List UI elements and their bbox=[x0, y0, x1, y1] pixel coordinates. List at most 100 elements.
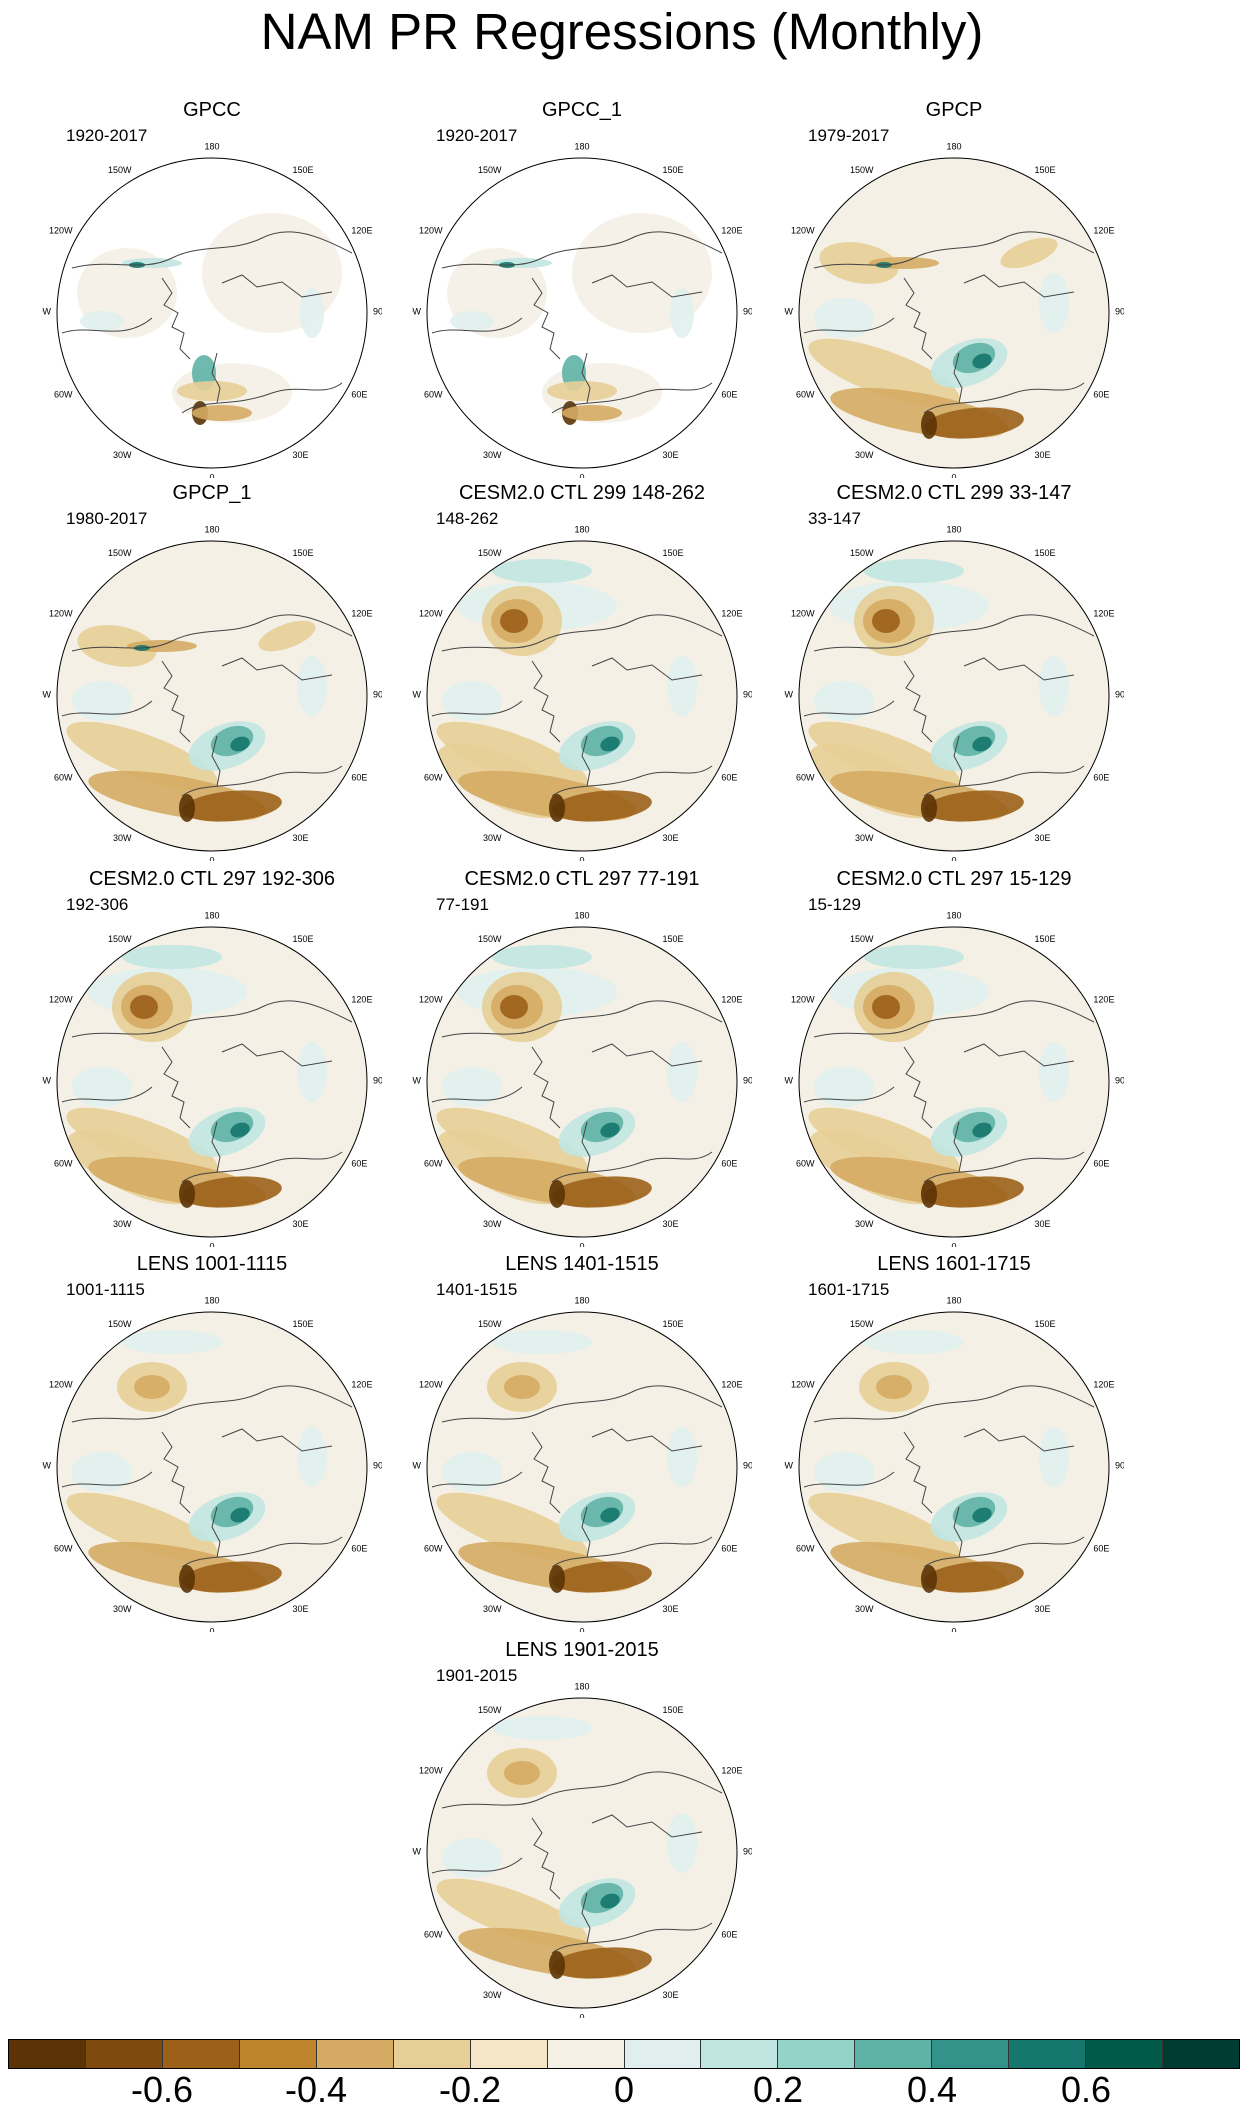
panel-title: GPCC_1 bbox=[541, 99, 623, 121]
tick-label-90w: 90W bbox=[784, 1076, 793, 1086]
tick-label-60e: 60E bbox=[721, 1544, 737, 1554]
polar-map: 180 150E 120E 90E 60E 30E 0 30W 60W 90W 120W 150W bbox=[784, 911, 1124, 1247]
tick-label-150e: 150E bbox=[293, 934, 314, 944]
anomaly-field bbox=[431, 559, 723, 822]
tick-label-30w: 30W bbox=[113, 1604, 132, 1614]
tick-label-120w: 120W bbox=[791, 225, 815, 235]
tick-label-60w: 60W bbox=[54, 390, 73, 400]
tick-label-90e: 90E bbox=[373, 690, 382, 700]
map-panel: 180 150E 120E 90E 60E 30E 0 30W 60W 90W 120W 150W LE… bbox=[784, 1252, 1124, 1637]
tick-label-60e: 60E bbox=[1093, 1159, 1109, 1169]
anomaly-field bbox=[803, 1330, 1095, 1593]
colorbar: -0.6 -0.4 -0.2 0 0.2 0.4 0.6 bbox=[8, 2039, 1240, 2110]
tick-label-0: 0 bbox=[209, 1241, 214, 1247]
tick-label-180: 180 bbox=[946, 1296, 961, 1306]
panel-title: CESM2.0 CTL 297 192-306 bbox=[88, 868, 336, 890]
tick-label-180: 180 bbox=[204, 525, 219, 535]
tick-label-150w: 150W bbox=[478, 1705, 502, 1715]
map-panel: 180 150E 120E 90E 60E 30E 0 30W 60W 90W 120W 150W GP… bbox=[42, 98, 382, 483]
tick-label-120w: 120W bbox=[419, 1765, 443, 1775]
colorbar-swatch bbox=[393, 2040, 471, 2068]
tick-label-90w: 90W bbox=[412, 1847, 421, 1857]
tick-label-90e: 90E bbox=[743, 690, 752, 700]
anomaly-field bbox=[431, 1330, 723, 1593]
map-panel: 180 150E 120E 90E 60E 30E 0 30W 60W 90W 120W 150W LE… bbox=[412, 1638, 752, 2023]
tick-label-30w: 30W bbox=[483, 450, 502, 460]
tick-label-0: 0 bbox=[579, 1626, 584, 1632]
anomaly-field bbox=[803, 231, 1095, 439]
colorbar-swatch bbox=[701, 2040, 779, 2068]
colorbar-label: 0.2 bbox=[752, 2069, 804, 2110]
panel-title: GPCP_1 bbox=[172, 482, 252, 504]
tick-label-60w: 60W bbox=[424, 1159, 443, 1169]
tick-label-90e: 90E bbox=[373, 1076, 382, 1086]
tick-label-120w: 120W bbox=[49, 225, 73, 235]
tick-label-90w: 90W bbox=[412, 1076, 421, 1086]
panel-period: 1980-2017 bbox=[66, 509, 148, 528]
tick-label-90w: 90W bbox=[42, 1461, 51, 1471]
tick-label-120e: 120E bbox=[721, 1765, 742, 1775]
colorbar-swatch bbox=[1009, 2040, 1087, 2068]
colorbar-swatch bbox=[547, 2040, 625, 2068]
tick-label-120e: 120E bbox=[721, 608, 742, 618]
tick-label-150w: 150W bbox=[850, 548, 874, 558]
tick-label-0: 0 bbox=[209, 855, 214, 861]
tick-label-120e: 120E bbox=[351, 225, 372, 235]
tick-label-60w: 60W bbox=[796, 773, 815, 783]
tick-label-60e: 60E bbox=[721, 773, 737, 783]
tick-label-90e: 90E bbox=[743, 1847, 752, 1857]
coastlines bbox=[431, 1000, 723, 1183]
polar-map: 180 150E 120E 90E 60E 30E 0 30W 60W 90W 120W 150W bbox=[42, 911, 382, 1247]
tick-label-180: 180 bbox=[574, 142, 589, 152]
tick-label-150e: 150E bbox=[293, 548, 314, 558]
colorbar-label: -0.4 bbox=[284, 2069, 348, 2110]
tick-label-120e: 120E bbox=[351, 994, 372, 1004]
panel-period: 77-191 bbox=[436, 895, 489, 914]
polar-map: 180 150E 120E 90E 60E 30E 0 30W 60W 90W 120W 150W bbox=[784, 1296, 1124, 1632]
anomaly-field bbox=[61, 213, 353, 425]
coastlines bbox=[431, 1771, 723, 1954]
tick-label-30e: 30E bbox=[1035, 1219, 1051, 1229]
tick-label-60w: 60W bbox=[54, 773, 73, 783]
tick-label-30e: 30E bbox=[1035, 833, 1051, 843]
map-panel: 180 150E 120E 90E 60E 30E 0 30W 60W 90W 120W 150W GP… bbox=[42, 481, 382, 866]
figure-title: NAM PR Regressions (Monthly) bbox=[260, 3, 984, 60]
panel-title: CESM2.0 CTL 299 33-147 bbox=[836, 482, 1072, 504]
colorbar-label: -0.2 bbox=[438, 2069, 502, 2110]
anomaly-field bbox=[431, 945, 723, 1208]
tick-label-30e: 30E bbox=[293, 450, 309, 460]
colorbar-swatch bbox=[1163, 2040, 1239, 2068]
map-panel: 180 150E 120E 90E 60E 30E 0 30W 60W 90W 120W 150W LE… bbox=[412, 1252, 752, 1637]
anomaly-field bbox=[61, 1330, 353, 1593]
polar-map: 180 150E 120E 90E 60E 30E 0 30W 60W 90W 120W 150W bbox=[412, 1682, 752, 2018]
tick-label-0: 0 bbox=[209, 1626, 214, 1632]
anomaly-field bbox=[803, 559, 1095, 822]
tick-label-60w: 60W bbox=[54, 1544, 73, 1554]
tick-label-60w: 60W bbox=[424, 773, 443, 783]
tick-label-120e: 120E bbox=[721, 1379, 742, 1389]
tick-label-150e: 150E bbox=[1035, 165, 1056, 175]
coastlines bbox=[61, 231, 353, 414]
tick-label-30e: 30E bbox=[293, 833, 309, 843]
map-boundary bbox=[56, 926, 368, 1238]
tick-label-0: 0 bbox=[951, 855, 956, 861]
tick-label-0: 0 bbox=[579, 2012, 584, 2018]
anomaly-field bbox=[431, 213, 723, 425]
colorbar-swatch bbox=[932, 2040, 1010, 2068]
tick-label-90e: 90E bbox=[743, 1461, 752, 1471]
tick-label-90w: 90W bbox=[42, 307, 51, 317]
tick-label-30e: 30E bbox=[293, 1219, 309, 1229]
coastlines bbox=[803, 231, 1095, 414]
map-panel: 180 150E 120E 90E 60E 30E 0 30W 60W 90W 120W 150W LE… bbox=[42, 1252, 382, 1637]
tick-label-90e: 90E bbox=[1115, 1461, 1124, 1471]
colorbar-swatch bbox=[1086, 2040, 1164, 2068]
panel-title: LENS 1901-2015 bbox=[505, 1639, 659, 1661]
map-panel: 180 150E 120E 90E 60E 30E 0 30W 60W 90W 120W 150W GP… bbox=[412, 98, 752, 483]
colorbar-swatch bbox=[239, 2040, 317, 2068]
tick-label-30w: 30W bbox=[855, 833, 874, 843]
tick-label-150e: 150E bbox=[293, 1319, 314, 1329]
panel-period: 1601-1715 bbox=[808, 1280, 890, 1299]
coastlines bbox=[61, 614, 353, 797]
tick-label-90w: 90W bbox=[42, 1076, 51, 1086]
tick-label-120w: 120W bbox=[49, 1379, 73, 1389]
